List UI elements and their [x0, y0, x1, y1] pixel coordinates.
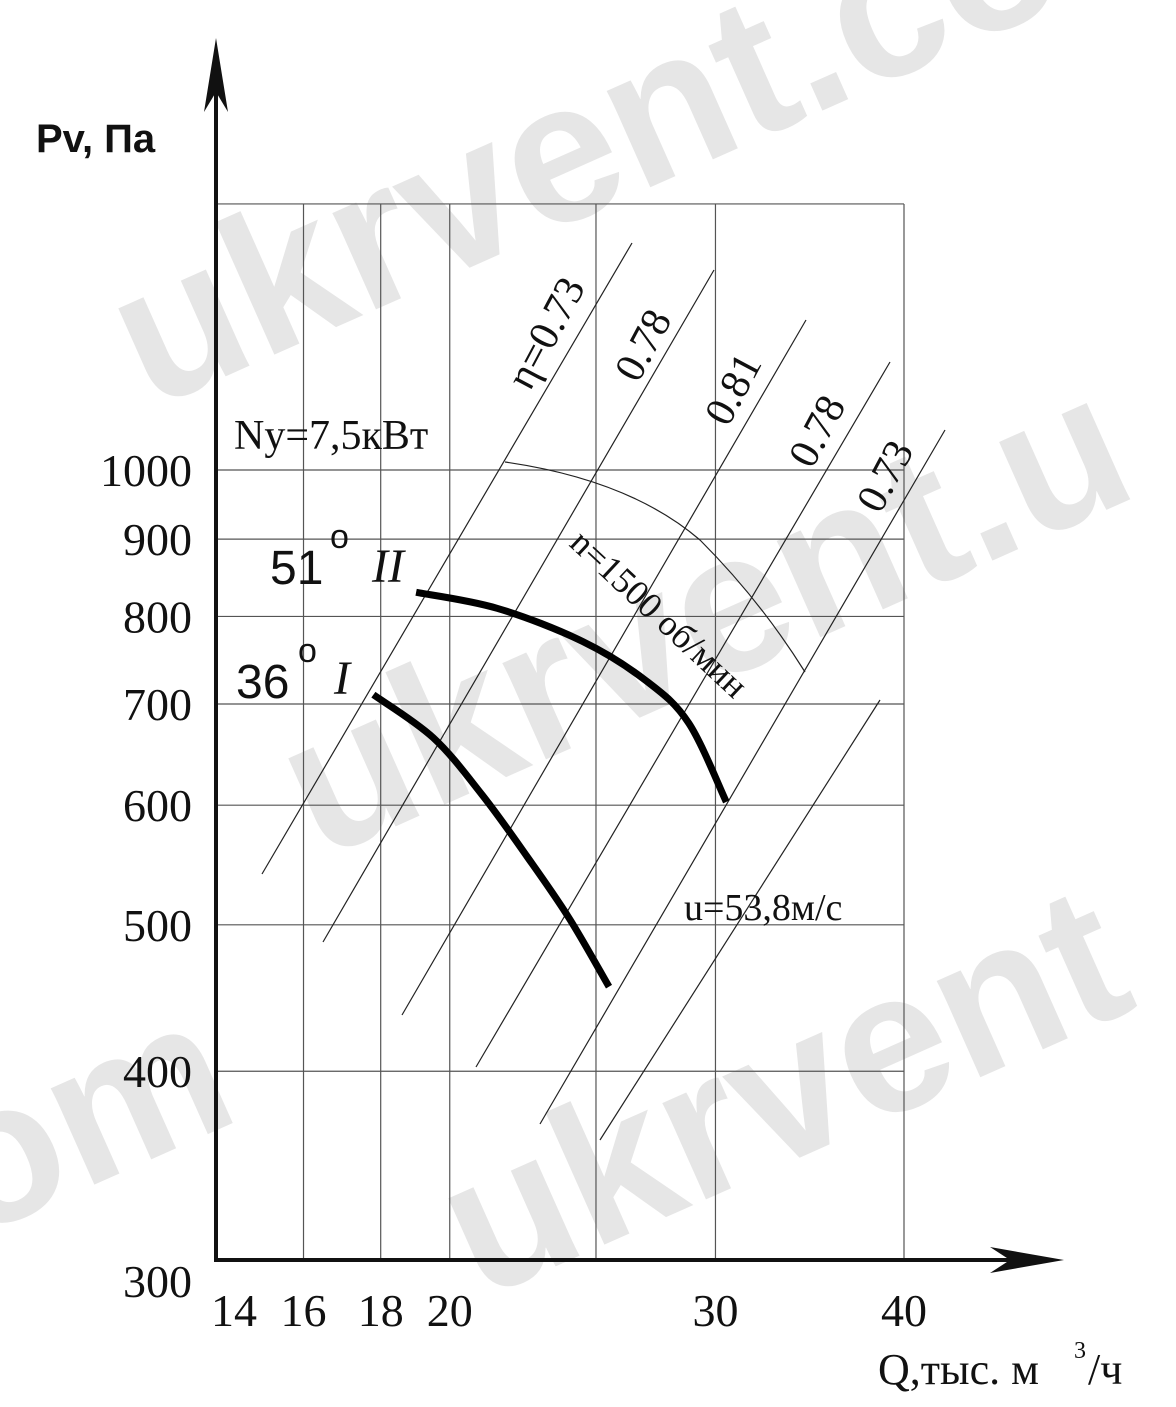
y-tick-label-300: 300 — [123, 1256, 192, 1307]
tip-speed-annotation: u=53,8м/с — [684, 887, 842, 929]
curves — [371, 588, 730, 989]
curve-label-51-degree: o — [330, 518, 349, 556]
curve-label-36-degree: o — [298, 632, 317, 670]
y-axis-arrow — [204, 38, 228, 112]
x-axis-arrow — [990, 1247, 1064, 1273]
y-axis-label: Pv, Па — [36, 117, 156, 161]
x-axis-label-main: Q,тыс. м — [878, 1345, 1039, 1394]
series-curve-51-II — [415, 588, 730, 804]
y-tick-label-500: 500 — [123, 900, 192, 951]
y-tick-label-600: 600 — [123, 780, 192, 831]
y-tick-label-900: 900 — [123, 514, 192, 565]
y-tick-label-800: 800 — [123, 591, 192, 642]
curve-label-51-numeral: II — [371, 540, 406, 593]
watermark: ukrvent.co ukrvent.u ukrvent om — [0, 0, 1160, 1339]
power-annotation: Ny=7,5кВт — [234, 413, 428, 459]
curve-label-51-II: 51 o II — [270, 518, 406, 595]
curve-label-36-numeral: I — [333, 652, 352, 705]
y-tick-label-400: 400 — [123, 1046, 192, 1097]
efficiency-line-1 — [322, 269, 715, 943]
axes — [204, 38, 1064, 1273]
x-tick-label-40: 40 — [881, 1285, 927, 1336]
y-tick-labels: 300 400 500 600 700 800 900 1000 — [100, 445, 192, 1307]
efficiency-line-2 — [401, 319, 807, 1016]
y-tick-label-700: 700 — [123, 679, 192, 730]
curve-label-51-angle: 51 — [270, 542, 323, 595]
x-tick-label-30: 30 — [692, 1285, 738, 1336]
efficiency-line-0 — [261, 242, 633, 875]
x-tick-label-18: 18 — [358, 1285, 404, 1336]
curve-label-36-angle: 36 — [236, 656, 289, 709]
watermark-text-5: om — [0, 954, 262, 1280]
x-axis-label: Q,тыс. м 3 /ч — [878, 1338, 1122, 1394]
efficiency-labels: η=0.73 0.78 0.81 0.78 0.73 — [498, 270, 923, 520]
series-curve-36-I — [371, 691, 613, 989]
x-axis-label-sup: 3 — [1074, 1338, 1086, 1364]
x-tick-labels: 14 16 18 20 30 40 — [211, 1285, 927, 1336]
efficiency-line-5 — [599, 699, 881, 1141]
y-tick-label-1000: 1000 — [100, 445, 192, 496]
x-tick-label-20: 20 — [427, 1285, 473, 1336]
grid — [215, 203, 905, 1260]
speed-guide-line — [504, 461, 806, 673]
x-tick-label-16: 16 — [281, 1285, 327, 1336]
watermark-text-1: ukrvent.co — [77, 0, 1092, 449]
x-axis-label-tail: /ч — [1088, 1345, 1122, 1394]
curve-label-36-I: 36 o I — [236, 632, 352, 709]
efficiency-label-3: 0.81 — [696, 346, 771, 432]
efficiency-line-4 — [539, 429, 946, 1125]
x-tick-label-14: 14 — [211, 1285, 257, 1336]
